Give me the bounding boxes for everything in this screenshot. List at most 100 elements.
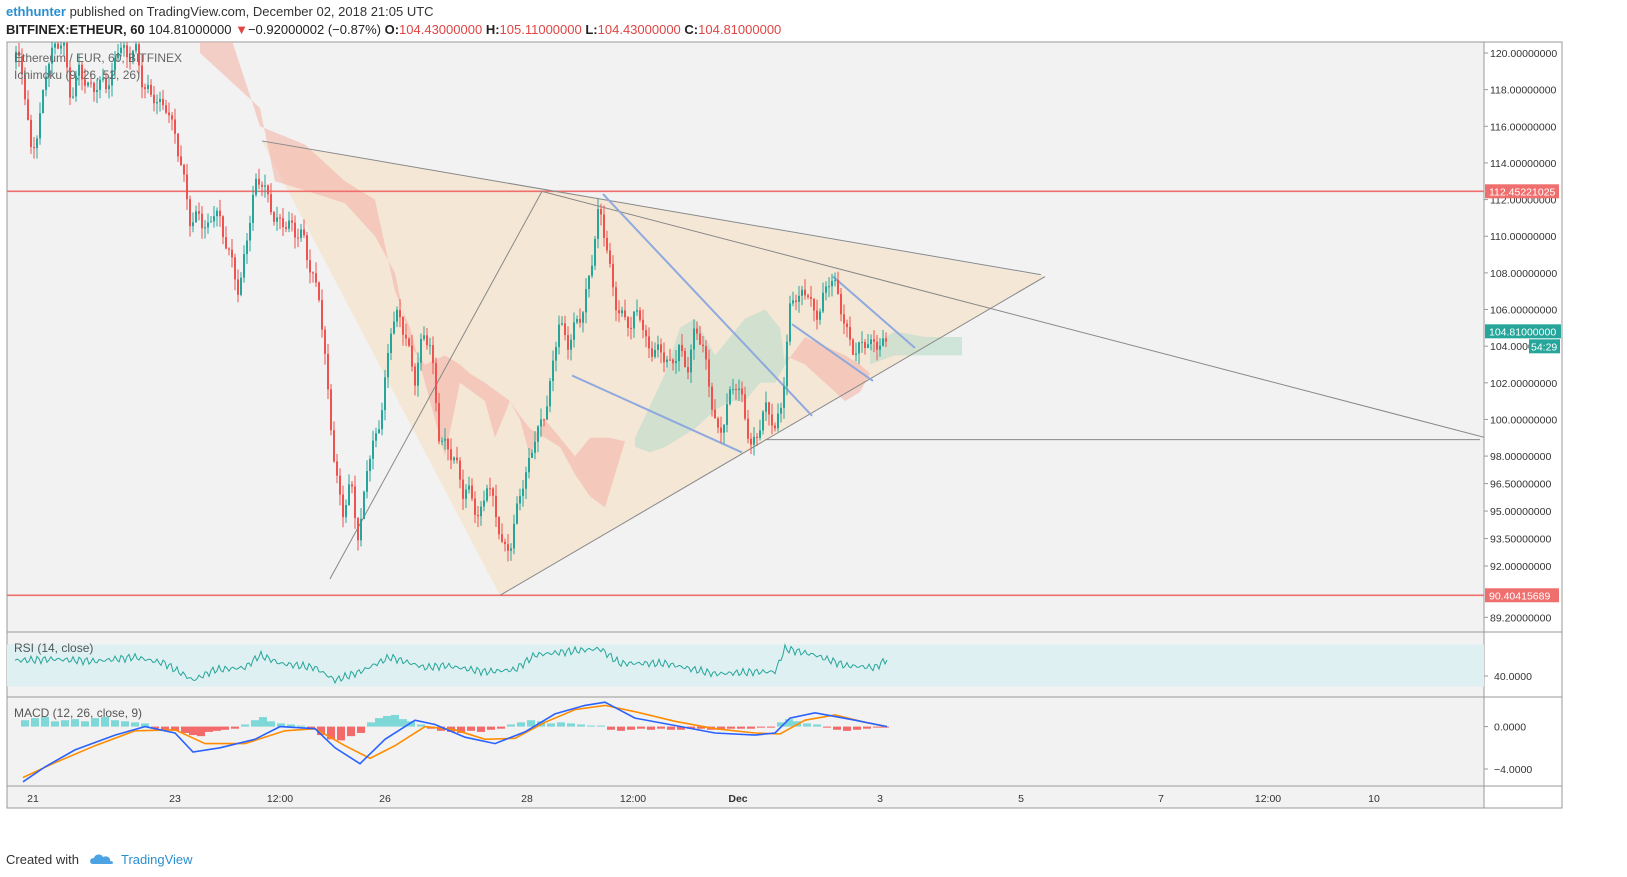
candle-body — [423, 335, 425, 339]
tradingview-link[interactable]: TradingView — [121, 852, 193, 867]
candle-body — [765, 402, 767, 412]
candle-body — [660, 344, 662, 353]
candle-body — [24, 74, 26, 100]
candle-body — [486, 488, 488, 501]
candle-body — [885, 338, 887, 342]
candle-body — [162, 98, 164, 106]
candle-body — [663, 352, 665, 363]
candle-body — [411, 345, 413, 367]
candle-body — [747, 418, 749, 439]
candle-body — [444, 438, 446, 441]
price-tick-label: 93.50000000 — [1490, 534, 1551, 546]
macd-histogram-bar — [687, 726, 695, 729]
candle-body — [156, 101, 158, 104]
candle-body — [690, 349, 692, 373]
candle-body — [522, 488, 524, 497]
macd-histogram-bar — [417, 724, 425, 727]
publish-text: published on TradingView.com, December 0… — [69, 4, 434, 19]
candle-body — [126, 45, 128, 58]
macd-histogram-bar — [477, 726, 485, 732]
candle-body — [540, 419, 542, 427]
candle-body — [195, 211, 197, 223]
macd-histogram-bar — [597, 725, 605, 727]
candle-body — [855, 353, 857, 355]
candle-body — [735, 389, 737, 391]
candle-body — [567, 335, 569, 350]
candle-body — [573, 322, 575, 340]
candle-body — [462, 479, 464, 499]
macd-histogram-bar — [141, 723, 149, 727]
candle-body — [366, 471, 368, 492]
candle-body — [414, 366, 416, 386]
macd-histogram-bar — [267, 721, 275, 727]
triangle-pattern-fill — [262, 140, 1045, 596]
candle-body — [504, 541, 506, 545]
level-price-tag — [1485, 184, 1559, 199]
candle-body — [678, 344, 680, 362]
macd-histogram-bar — [21, 720, 29, 727]
macd-histogram-bar — [677, 726, 685, 730]
macd-histogram-bar — [399, 719, 407, 727]
candle-body — [750, 438, 752, 445]
candle-body — [867, 344, 869, 349]
candle-body — [480, 506, 482, 517]
candle-body — [363, 491, 365, 519]
macd-histogram-bar — [61, 720, 69, 727]
candle-body — [402, 317, 404, 335]
candle-body — [114, 58, 116, 71]
candle-body — [627, 317, 629, 328]
candle-body — [60, 45, 62, 49]
candle-body — [285, 227, 287, 229]
candle-body — [351, 484, 353, 487]
candle-body — [429, 345, 431, 347]
candle-body — [840, 293, 842, 315]
candle-body — [549, 381, 551, 407]
macd-histogram-bar — [757, 726, 765, 728]
candle-body — [207, 222, 209, 228]
candle-body — [618, 310, 620, 314]
candle-body — [123, 45, 125, 48]
candle-body — [420, 338, 422, 363]
candle-body — [441, 440, 443, 442]
time-tick-label: 5 — [1018, 793, 1024, 805]
candle-body — [57, 43, 59, 49]
macd-label: MACD (12, 26, close, 9) — [14, 706, 142, 720]
candle-body — [288, 220, 290, 229]
rsi-line — [14, 643, 888, 685]
close-value: 104.81000000 — [698, 22, 782, 37]
candle-body — [129, 57, 131, 61]
macd-histogram-bar — [457, 726, 465, 733]
macd-histogram-bar — [197, 726, 205, 737]
candle-body — [528, 457, 530, 473]
candle-body — [723, 424, 725, 433]
candle-body — [798, 295, 800, 302]
macd-histogram-bar — [657, 726, 665, 729]
candle-body — [291, 220, 293, 223]
candle-body — [165, 105, 167, 113]
candle-body — [561, 323, 563, 325]
candle-body — [612, 263, 614, 288]
macd-histogram-bar — [297, 725, 305, 727]
candle-body — [708, 359, 710, 387]
candle-body — [360, 518, 362, 541]
candle-body — [270, 194, 272, 213]
candle-body — [879, 345, 881, 350]
candle-body — [399, 309, 401, 318]
candle-body — [375, 433, 377, 441]
candle-body — [132, 50, 134, 61]
candle-body — [507, 544, 509, 551]
last-price: 104.81000000 — [148, 22, 232, 37]
candle-body — [852, 339, 854, 355]
price-tick-label: 100.00000000 — [1490, 414, 1557, 426]
candle-body — [231, 249, 233, 258]
price-pane — [7, 42, 1484, 597]
candle-body — [786, 341, 788, 387]
candle-body — [741, 388, 743, 395]
candle-body — [645, 330, 647, 337]
candle-body — [792, 300, 794, 304]
candle-body — [597, 209, 599, 239]
author-link[interactable]: ethhunter — [6, 4, 66, 19]
candle-body — [348, 484, 350, 505]
candle-body — [465, 489, 467, 499]
